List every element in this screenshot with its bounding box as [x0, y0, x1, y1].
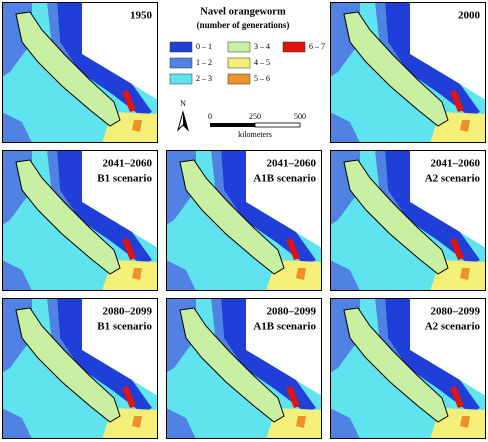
panel-border — [2, 298, 158, 439]
legend-swatch — [169, 41, 193, 53]
legend-swatch — [282, 41, 306, 53]
panel-label: B1 scenario — [97, 321, 152, 333]
map-panel: 2041–2060 A1B scenario — [166, 150, 322, 291]
scale-tick-label: 0 — [208, 112, 212, 121]
panel-border — [330, 2, 486, 143]
panel-label: 2041–2060 — [267, 158, 317, 170]
panel-label: 2041–2060 — [103, 158, 153, 170]
scale-tick-label: 500 — [294, 112, 306, 121]
map — [330, 2, 486, 143]
scale-tick-label: 250 — [249, 112, 261, 121]
panel-border — [330, 298, 486, 439]
legend-label: 2 – 3 — [196, 74, 212, 83]
map-panel: 2080–2099 A1B scenario — [166, 298, 322, 439]
legend-swatch — [227, 57, 251, 69]
panel-border — [2, 150, 158, 291]
north-label: N — [180, 99, 186, 108]
legend-label: 5 – 6 — [254, 74, 270, 83]
panel-border — [2, 2, 158, 143]
map-panel: 2041–2060 A2 scenario — [330, 150, 486, 291]
map — [330, 298, 486, 439]
legend: Navel orangeworm (number of generations) — [197, 6, 290, 30]
legend-swatch — [169, 57, 193, 69]
panel-label: A1B scenario — [253, 321, 316, 333]
legend-label: 3 – 4 — [254, 42, 270, 51]
panel-label: 2000 — [458, 10, 481, 22]
map — [330, 150, 486, 291]
scale-unit: kilometers — [238, 130, 272, 139]
map-panel: 2080–2099 A2 scenario — [330, 298, 486, 439]
legend-label: 4 – 5 — [254, 58, 270, 67]
panel-label: 1950 — [130, 10, 153, 22]
panel-border — [166, 298, 322, 439]
legend-swatch — [169, 73, 193, 85]
map-panel: 2080–2099 B1 scenario — [2, 298, 158, 439]
panel-label: A2 scenario — [425, 321, 481, 333]
scale-bar — [210, 122, 301, 128]
legend-swatch — [227, 41, 251, 53]
legend-swatch — [227, 73, 251, 85]
panel-label: 2080–2099 — [267, 306, 317, 318]
north-arrow: N — [177, 99, 189, 132]
map — [166, 298, 322, 439]
panel-label: A2 scenario — [425, 173, 481, 185]
panel-label: 2041–2060 — [431, 158, 481, 170]
panel-border — [166, 150, 322, 291]
map — [2, 2, 158, 143]
map-panel: 1950 — [2, 2, 158, 143]
panel-label: A1B scenario — [253, 173, 316, 185]
legend-subtitle: (number of generations) — [197, 20, 290, 30]
legend-label: 0 – 1 — [196, 42, 212, 51]
legend-title: Navel orangeworm — [200, 6, 286, 17]
map-panel: 2041–2060 B1 scenario — [2, 150, 158, 291]
panel-label: 2080–2099 — [431, 306, 481, 318]
legend-label: 1 – 2 — [196, 58, 212, 67]
legend-label: 6 – 7 — [309, 42, 325, 51]
map — [166, 150, 322, 291]
panel-label: 2080–2099 — [103, 306, 153, 318]
map-panel: 2000 — [330, 2, 486, 143]
panel-border — [330, 150, 486, 291]
panel-label: B1 scenario — [97, 173, 152, 185]
map — [2, 298, 158, 439]
map — [2, 150, 158, 291]
